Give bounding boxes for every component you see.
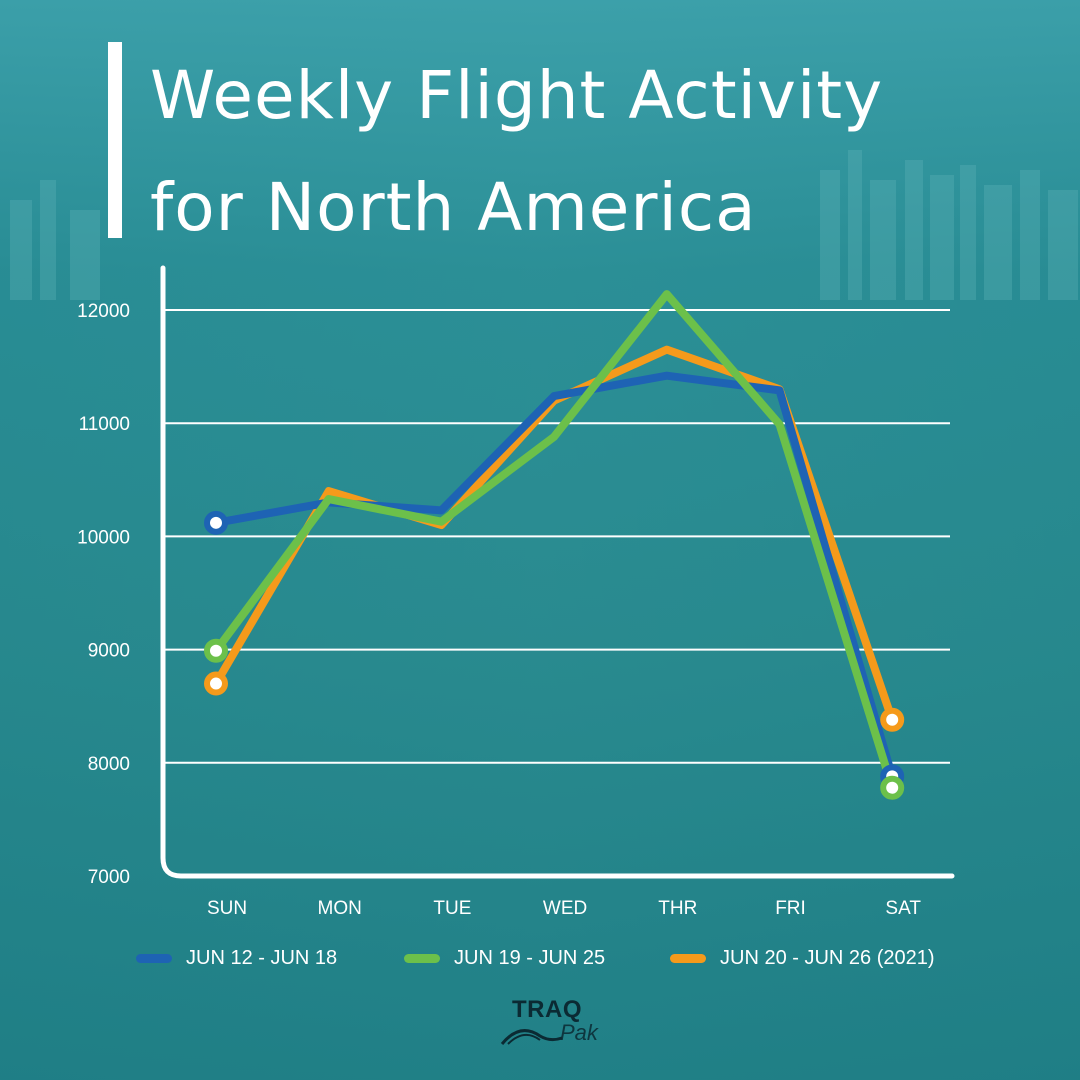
- series-endpoint-marker: [880, 707, 905, 732]
- x-tick-label: TUE: [433, 898, 471, 919]
- marker-layer: [204, 510, 905, 800]
- legend-swatch: [670, 953, 706, 963]
- traqpak-logo: TRAQ Pak: [500, 996, 620, 1050]
- title-accent-bar: [108, 42, 122, 238]
- chart-axis: [160, 265, 955, 879]
- x-tick-label: FRI: [775, 898, 806, 919]
- series-endpoint-marker: [204, 638, 228, 663]
- legend-label: JUN 12 - JUN 18: [186, 946, 338, 969]
- x-tick-label: MON: [318, 898, 362, 919]
- x-tick-label: WED: [543, 898, 587, 919]
- series-endpoint-marker: [204, 510, 228, 535]
- y-tick-label: 7000: [88, 867, 130, 888]
- y-tick-label: 8000: [88, 754, 130, 775]
- y-tick-label: 12000: [77, 301, 130, 322]
- series-layer: [212, 290, 897, 792]
- legend-swatch: [136, 953, 172, 963]
- logo-wing-icon: [500, 1029, 563, 1045]
- series-line: [212, 345, 897, 724]
- chart-legend: JUN 12 - JUN 18 JUN 19 - JUN 25 JUN 20 -…: [136, 940, 976, 976]
- x-tick-label: SAT: [885, 898, 921, 919]
- legend-item-jun20-2021: JUN 20 - JUN 26 (2021): [670, 940, 935, 976]
- series-endpoint-marker: [880, 775, 905, 800]
- legend-label: JUN 20 - JUN 26 (2021): [720, 946, 935, 969]
- y-tick-label: 9000: [88, 641, 130, 662]
- y-axis-ticks: 7000 8000 9000 10000 11000 12000: [77, 301, 130, 888]
- y-tick-label: 11000: [79, 414, 130, 435]
- x-tick-label: SUN: [207, 898, 247, 919]
- x-axis-ticks: SUN MON TUE WED THR FRI SAT: [207, 898, 921, 919]
- logo-text-top: TRAQ: [512, 996, 582, 1023]
- series-endpoint-marker: [204, 671, 228, 696]
- legend-item-jun19: JUN 19 - JUN 25: [404, 940, 605, 976]
- y-tick-label: 10000: [77, 527, 130, 548]
- city-skyline-silhouette: [10, 150, 1078, 300]
- x-tick-label: THR: [658, 898, 697, 919]
- logo-text-bottom: Pak: [560, 1020, 598, 1045]
- title-line-2: for North America: [150, 169, 757, 246]
- page-title: Weekly Flight Activity for North America: [150, 40, 1050, 264]
- title-line-1: Weekly Flight Activity: [150, 57, 884, 134]
- legend-swatch: [404, 953, 440, 963]
- legend-item-jun12: JUN 12 - JUN 18: [136, 940, 337, 976]
- legend-label: JUN 19 - JUN 25: [454, 946, 606, 969]
- series-line: [212, 290, 897, 792]
